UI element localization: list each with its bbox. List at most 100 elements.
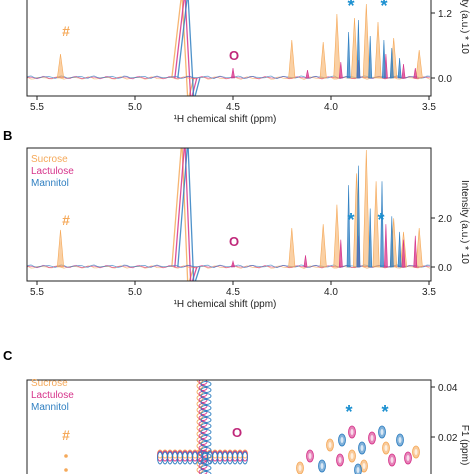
spectrum-peak-sucrose: [333, 13, 341, 79]
panel-a-y-ticks: 1.2 0.0: [431, 9, 452, 85]
contour-ridge-1: [198, 403, 208, 409]
spectrum-peak-lactulose: [401, 239, 406, 268]
spectrum-peak-sucrose: [288, 39, 296, 79]
panel-c: C Sucrose Lactulose Mannitol 0.04 0.02 F…: [3, 348, 470, 474]
legend-mannitol: Mannitol: [31, 178, 69, 189]
x-tick-label: 5.5: [30, 287, 44, 298]
spectrum-peak-sucrose: [374, 21, 382, 79]
legend-sucrose: Sucrose: [31, 378, 68, 389]
spectrum-peak-sucrose: [350, 17, 359, 79]
cross-peak-core: [308, 453, 312, 459]
panel-c-hash-marker: #: [62, 427, 70, 443]
cross-peak-core: [390, 457, 394, 463]
cross-peak-core: [380, 429, 384, 435]
cross-peak-core: [362, 463, 366, 469]
panel-a-spectra: [27, 0, 431, 96]
contour-ridge-2: [200, 417, 212, 423]
contour-ridge-2: [200, 381, 212, 387]
panel-b: B Sucrose Lactulose Mannitol 5.5 5.0 4.5…: [3, 128, 470, 310]
spectrum-peak-lactulose: [413, 235, 418, 268]
y-tick-label: 1.2: [438, 9, 452, 20]
contour-ridge-1: [198, 397, 208, 403]
x-tick-label: 5.5: [30, 102, 44, 113]
contour-ridge-2: [200, 471, 212, 474]
contour-ridge-1: [198, 385, 208, 391]
cross-peak: [64, 468, 68, 472]
spectrum-peak-sucrose: [362, 149, 370, 268]
x-tick-label: 4.5: [226, 287, 240, 298]
panel-a-hash-marker: #: [62, 23, 70, 39]
contour-ridge-2: [200, 405, 212, 411]
x-tick-label: 4.0: [324, 102, 338, 113]
contour-ridge-2: [200, 387, 212, 393]
panel-b-label: B: [3, 128, 12, 143]
contour-ridge-2: [200, 453, 212, 459]
panel-a-x-ticks: 5.5 5.0 4.5 4.0 3.5: [30, 96, 436, 113]
spectrum-peak-mannitol: [368, 208, 373, 268]
panel-c-frame: [26, 379, 432, 474]
spectrum-peak-mannitol: [397, 231, 402, 268]
cross-peak-core: [414, 449, 418, 455]
panel-a-star-marker: *: [347, 0, 354, 16]
panel-a-x-axis-label: ¹H chemical shift (ppm): [174, 114, 277, 125]
spectrum-peak-mannitol: [356, 165, 361, 268]
panel-c-star-marker: *: [381, 402, 388, 422]
spectrum-peak-lactulose: [231, 67, 235, 79]
spectrum-peak-lactulose: [231, 259, 235, 268]
spectrum-baseline: [27, 264, 431, 268]
spectrum-peak-lactulose: [338, 239, 343, 268]
contour-ridge-1: [198, 421, 208, 427]
panel-a: 5.5 5.0 4.5 4.0 3.5 ¹H chemical shift (p…: [26, 0, 470, 125]
cross-peak-core: [338, 457, 342, 463]
y-tick-label: 0.04: [438, 383, 458, 394]
cross-peak-core: [406, 455, 410, 461]
panel-c-star-marker: *: [345, 402, 352, 422]
x-tick-label: 3.5: [422, 287, 436, 298]
spectrum-peak-mannitol: [389, 216, 394, 268]
cross-peak-core: [370, 435, 374, 441]
x-tick-label: 5.0: [128, 102, 142, 113]
cross-peak-core: [350, 453, 354, 459]
panel-c-label: C: [3, 348, 13, 363]
cross-peak-core: [356, 467, 360, 473]
y-tick-label: 0.0: [438, 74, 452, 85]
cross-peak-core: [298, 465, 302, 471]
legend-mannitol: Mannitol: [31, 402, 69, 413]
x-tick-label: 4.5: [226, 102, 240, 113]
panel-a-frame: [26, 0, 432, 97]
spectrum-peak-lactulose: [401, 63, 406, 79]
contour-ridge-2: [200, 393, 212, 399]
water-signal: [177, 148, 201, 281]
spectrum-peak-lactulose: [303, 255, 308, 268]
contour-ridge-1: [198, 433, 208, 439]
spectrum-peak-mannitol: [389, 47, 394, 79]
panel-b-legend: Sucrose Lactulose Mannitol: [31, 154, 74, 189]
contour-ridge-1: [198, 409, 208, 415]
panel-b-spectra: [27, 148, 431, 281]
cross-peak: [64, 454, 68, 458]
x-tick-label: 5.0: [128, 287, 142, 298]
contour-ridge-1: [198, 391, 208, 397]
spectrum-peak-mannitol: [380, 181, 384, 268]
spectrum-peak-lactulose: [338, 61, 343, 79]
spectrum-peak-lactulose: [383, 224, 388, 268]
spectrum-peak-mannitol: [381, 39, 386, 79]
spectrum-peak-sucrose: [288, 227, 296, 268]
spectrum-peak-mannitol: [356, 19, 361, 79]
y-tick-label: 2.0: [438, 214, 452, 225]
contour-ridge-1: [198, 469, 208, 474]
contour-ridge-1: [198, 463, 208, 469]
x-tick-label: 4.0: [324, 287, 338, 298]
panel-b-y-axis-label: Intensity (a.u.) * 10: [459, 180, 470, 264]
contour-ridge-1: [198, 427, 208, 433]
panel-b-x-ticks: 5.5 5.0 4.5 4.0 3.5: [30, 281, 436, 298]
cross-peak-core: [360, 445, 364, 451]
contour-ridge-2: [200, 399, 212, 405]
spectrum-peak-sucrose: [56, 53, 65, 79]
panel-a-star-marker: *: [380, 0, 387, 16]
spectrum-peak-lactulose: [305, 69, 310, 79]
panel-a-y-axis-label: Intensity (a.u.) * 10: [459, 0, 470, 54]
spectrum-peak-mannitol: [346, 185, 351, 268]
contour-ridge-1: [198, 415, 208, 421]
cross-peak-core: [350, 429, 354, 435]
